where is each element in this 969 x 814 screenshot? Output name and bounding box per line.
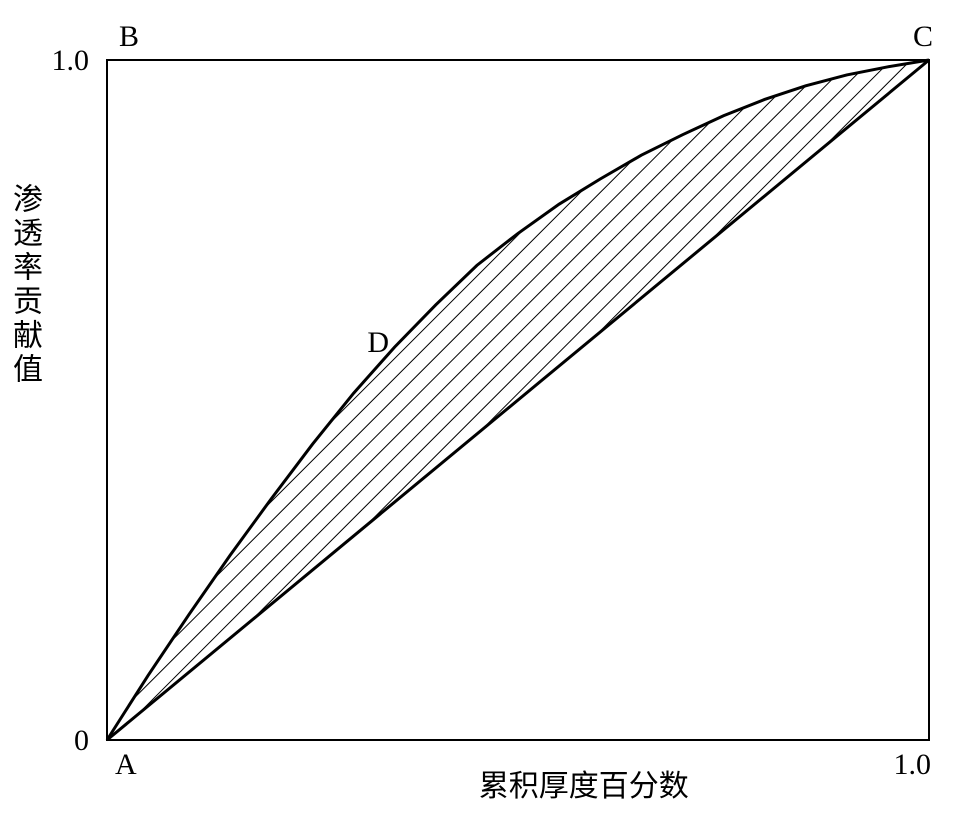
chart-svg: 0 1.0 1.0 累积厚度百分数 渗透率贡献值 A B C D bbox=[0, 0, 969, 814]
lorenz-chart: 0 1.0 1.0 累积厚度百分数 渗透率贡献值 A B C D bbox=[0, 0, 969, 814]
corner-label-a: A bbox=[115, 748, 137, 781]
corner-label-b: B bbox=[119, 20, 139, 53]
corner-label-c: C bbox=[913, 20, 933, 53]
x-tick-label: 1.0 bbox=[894, 748, 932, 781]
y-tick-label: 1.0 bbox=[52, 44, 90, 77]
y-axis-label: 渗透率贡献值 bbox=[13, 184, 43, 387]
curve-label-d: D bbox=[367, 326, 389, 359]
x-axis-label: 累积厚度百分数 bbox=[479, 770, 689, 803]
y-tick-label: 0 bbox=[74, 724, 89, 757]
